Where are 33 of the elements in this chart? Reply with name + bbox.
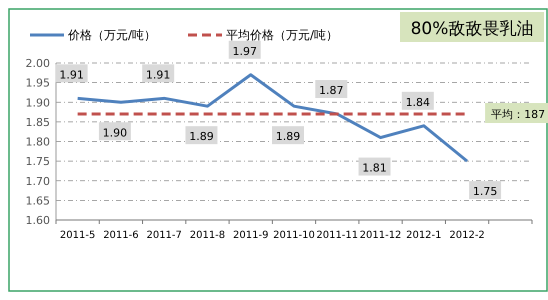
data-label: 1.87: [319, 84, 344, 98]
legend-label: 平均价格（万元/吨）: [226, 28, 338, 42]
data-label: 1.90: [102, 126, 128, 140]
x-tick-label: 2011-9: [233, 230, 268, 241]
x-tick-label: 2011-8: [190, 230, 226, 241]
x-tick-label: 2011-12: [360, 230, 402, 241]
data-label: 1.81: [362, 162, 387, 175]
data-label: 1.84: [406, 96, 430, 109]
data-label: 1.75: [472, 185, 498, 198]
y-tick-label: 1.65: [26, 194, 50, 208]
legend-label: 价格（万元/吨）: [67, 28, 156, 42]
data-label: 1.97: [232, 44, 257, 58]
y-tick-label: 1.75: [26, 155, 50, 168]
x-tick-label: 2012-2: [449, 230, 485, 241]
x-tick-label: 2011-11: [316, 230, 358, 241]
y-tick-label: 1.90: [26, 96, 50, 110]
x-tick-label: 2011-6: [103, 230, 139, 241]
x-tick-label: 2011-7: [146, 230, 182, 241]
y-tick-label: 1.60: [26, 214, 50, 227]
x-tick-label: 2011-10: [273, 230, 315, 241]
y-tick-label: 1.95: [26, 76, 50, 90]
data-label: 1.89: [276, 130, 300, 144]
y-tick-label: 1.70: [26, 174, 50, 188]
y-tick-label: 1.80: [26, 136, 50, 148]
chart-title: 80%敌敌畏乳油: [410, 19, 534, 39]
data-label: 1.89: [189, 130, 214, 144]
x-tick-label: 2011-5: [60, 230, 96, 241]
x-tick-label: 2012-1: [406, 230, 442, 241]
y-tick-label: 1.85: [26, 116, 50, 129]
data-label: 1.91: [59, 68, 84, 82]
data-label: 1.91: [146, 68, 170, 82]
y-tick-label: 2.00: [26, 57, 50, 70]
annotation: 平均：187: [491, 108, 546, 122]
